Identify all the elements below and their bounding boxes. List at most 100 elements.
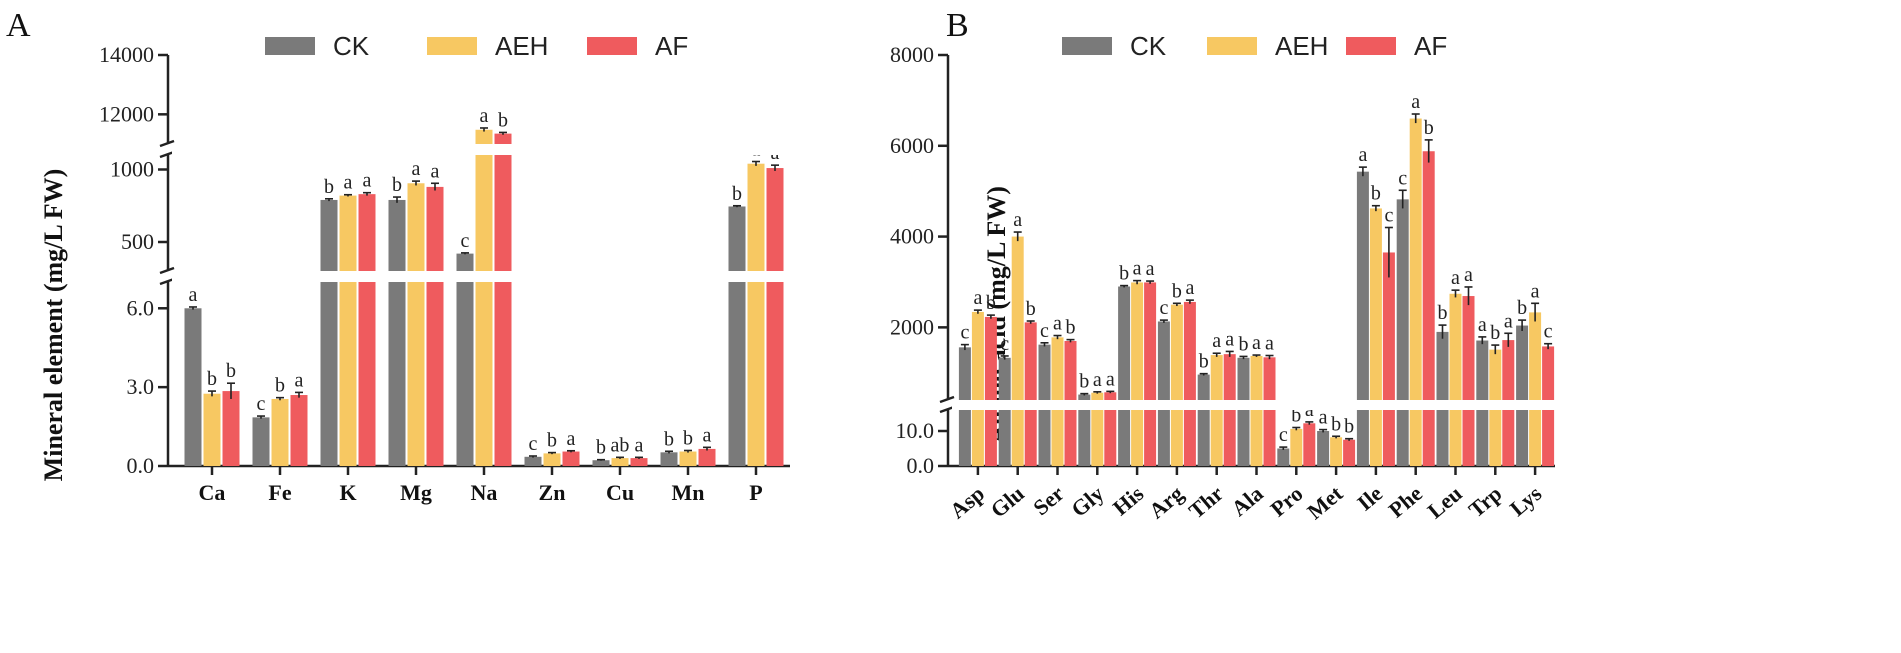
axis-break-gap xyxy=(172,271,794,282)
significance-letter: a xyxy=(1451,267,1460,289)
bar-ck xyxy=(388,199,406,466)
significance-letter: b xyxy=(1517,297,1527,319)
axis-break-gap xyxy=(172,144,794,155)
significance-letter: a xyxy=(1478,314,1487,336)
significance-letter: a xyxy=(1411,91,1420,113)
y-tick-label: 12000 xyxy=(99,101,154,126)
bar-af xyxy=(1462,296,1475,466)
bar-aeh xyxy=(543,453,561,466)
significance-letter: a xyxy=(431,160,440,182)
significance-letter: c xyxy=(1384,205,1393,227)
legend-label: AF xyxy=(1414,31,1447,61)
bar-aeh xyxy=(1529,312,1542,466)
legend-swatch-af xyxy=(1346,37,1396,55)
significance-letter: c xyxy=(257,393,266,415)
significance-letter: b xyxy=(498,109,508,131)
bar-ck xyxy=(252,417,270,466)
x-tick-label: Leu xyxy=(1423,481,1467,524)
significance-letter: b xyxy=(1331,413,1341,435)
bar-aeh xyxy=(1409,118,1422,466)
legend-label: AF xyxy=(655,31,688,61)
bar-af xyxy=(984,316,997,466)
x-tick-label: K xyxy=(339,480,356,505)
y-tick-label: 8000 xyxy=(890,42,934,67)
significance-letter: a xyxy=(1504,310,1513,332)
bar-aeh xyxy=(1011,236,1024,466)
bar-aeh xyxy=(1170,304,1183,466)
axis-break-mark xyxy=(159,277,175,286)
bar-ck xyxy=(524,456,542,466)
significance-letter: b xyxy=(207,368,217,390)
significance-letter: b xyxy=(1291,405,1301,427)
x-tick-label: His xyxy=(1108,480,1149,520)
significance-letter: b xyxy=(596,437,606,459)
x-tick-label: Lys xyxy=(1505,480,1547,521)
bar-ck xyxy=(1237,357,1250,466)
legend-label: CK xyxy=(333,31,370,61)
bar-aeh xyxy=(1449,293,1462,466)
x-tick-label: Cu xyxy=(606,480,634,505)
legend-label: CK xyxy=(1130,31,1167,61)
y-tick-label: 3.0 xyxy=(127,374,155,399)
bar-aeh xyxy=(1250,355,1263,466)
legend-swatch-aeh xyxy=(1207,37,1257,55)
significance-letter: c xyxy=(1398,167,1407,189)
y-tick-label: 500 xyxy=(121,229,154,254)
axis-break-mark xyxy=(159,150,175,159)
y-tick-label: 4000 xyxy=(890,224,934,249)
bar-ck xyxy=(1436,331,1449,466)
bar-ck xyxy=(1396,199,1409,466)
axis-break-gap xyxy=(952,400,1559,410)
bar-ck xyxy=(1277,448,1290,466)
significance-letter: a xyxy=(1093,369,1102,391)
significance-letter: b xyxy=(1371,183,1381,205)
significance-letter: b xyxy=(392,174,402,196)
significance-letter: b xyxy=(226,360,236,382)
significance-letter: a xyxy=(295,369,304,391)
x-tick-label: Ala xyxy=(1226,481,1267,521)
bar-af xyxy=(1382,252,1395,466)
legend-swatch-af xyxy=(587,37,637,55)
panel-a-ylabel: Mineral element (mg/L FW) xyxy=(39,169,68,482)
significance-letter: a xyxy=(1464,264,1473,286)
significance-letter: b xyxy=(732,183,742,205)
bar-af xyxy=(358,194,376,466)
y-tick-label: 0.0 xyxy=(127,453,155,478)
significance-letter: a xyxy=(1106,368,1115,390)
legend-swatch-ck xyxy=(265,37,315,55)
bar-af xyxy=(1422,151,1435,466)
bar-af xyxy=(698,448,716,466)
significance-letter: a xyxy=(567,428,576,450)
panel-a-letter: A xyxy=(6,7,31,44)
bar-af xyxy=(1183,301,1196,466)
bar-af xyxy=(1144,282,1157,466)
bar-ck xyxy=(998,357,1011,466)
panel-b-letter: B xyxy=(946,7,969,44)
significance-letter: c xyxy=(461,230,470,252)
y-tick-label: 10.0 xyxy=(896,418,935,443)
legend-label: AEH xyxy=(495,31,548,61)
y-tick-label: 14000 xyxy=(99,42,154,67)
bar-af xyxy=(1104,392,1117,466)
bar-ck xyxy=(1118,286,1131,466)
bar-ck xyxy=(1078,394,1091,466)
bar-aeh xyxy=(1330,437,1343,466)
x-tick-label: Gly xyxy=(1066,481,1108,522)
bar-af xyxy=(1343,439,1356,466)
x-tick-label: P xyxy=(749,480,762,505)
significance-letter: b xyxy=(1079,371,1089,393)
significance-letter: b xyxy=(1424,117,1434,139)
bar-aeh xyxy=(203,393,221,466)
significance-letter: b xyxy=(986,292,996,314)
bar-ck xyxy=(592,460,610,466)
x-tick-label: Thr xyxy=(1184,481,1228,524)
significance-letter: c xyxy=(960,322,969,344)
bar-aeh xyxy=(1369,208,1382,466)
bar-af xyxy=(630,458,648,466)
bar-aeh xyxy=(1210,355,1223,466)
bar-af xyxy=(1024,322,1037,466)
significance-letter: b xyxy=(1239,333,1249,355)
y-tick-label: 2000 xyxy=(890,314,934,339)
x-tick-label: Pro xyxy=(1266,481,1308,522)
